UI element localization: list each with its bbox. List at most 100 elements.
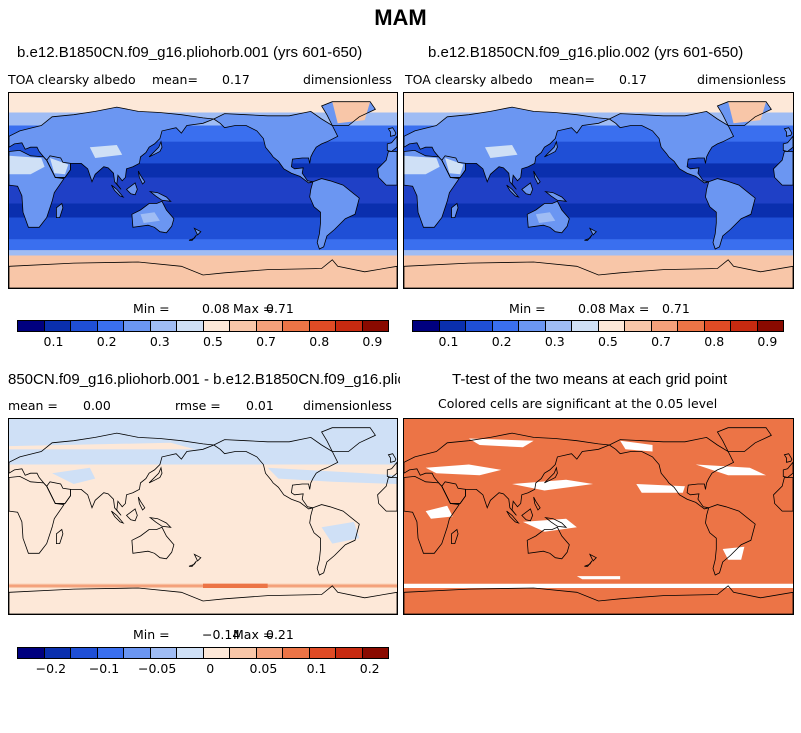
coastline-africa	[9, 475, 65, 554]
panel1-units: dimensionless	[303, 72, 392, 87]
figure-title: MAM	[374, 5, 427, 30]
panel2-min-value: 0.08	[578, 301, 606, 316]
coastline-arabia	[441, 155, 466, 178]
colorbar-tick-label: 0.8	[309, 334, 330, 349]
coastline-nzN	[588, 227, 597, 236]
panel1-title: b.e12.B1850CN.f09_g16.pliohorb.001 (yrs …	[17, 44, 363, 61]
coastline-africaWest	[773, 151, 793, 186]
colorbar-tick-label: −0.05	[137, 661, 177, 676]
panel1-mean-label: mean=	[152, 72, 198, 87]
coastline-antarctica	[404, 585, 793, 614]
panel3-colorbar	[17, 647, 389, 659]
coastline-europeW	[782, 461, 793, 478]
colorbar-swatch	[124, 648, 151, 658]
coastline-australia	[131, 526, 175, 560]
coastline-borneo	[521, 508, 534, 522]
panel2-max-label: Max =	[609, 301, 650, 316]
coastline-britain	[783, 127, 793, 137]
coastline-newguinea	[544, 190, 568, 202]
colorbar-tick-label: 0.2	[96, 334, 117, 349]
colorbar-swatch	[336, 321, 363, 331]
colorbar-tick-label: 0.2	[359, 661, 380, 676]
colorbar-swatch	[177, 648, 204, 658]
coastline-greenland	[716, 101, 772, 126]
coastline-australia	[526, 526, 570, 560]
colorbar-swatch	[336, 648, 363, 658]
colorbar-swatch	[309, 648, 336, 658]
panel3-max-label: Max =	[233, 627, 274, 642]
colorbar-swatch	[731, 321, 758, 331]
colorbar-swatch	[124, 321, 151, 331]
coastline	[9, 427, 397, 614]
coastline-africaWest	[377, 151, 397, 186]
panel3-mean-label: mean =	[8, 398, 58, 413]
panel2-mean-value: 0.17	[619, 72, 647, 87]
colorbar-swatch	[598, 321, 625, 331]
panel3-min-value: −0.14	[202, 627, 241, 642]
coastline-africa	[404, 149, 460, 228]
coastline-africa	[404, 475, 460, 554]
colorbar-tick-label: 0.8	[704, 334, 725, 349]
coastline-philippines	[137, 496, 146, 511]
panel1-colorbar	[17, 320, 389, 332]
coastline-africaWest	[773, 477, 793, 512]
coastline-greenland	[716, 427, 772, 452]
panel2-mean-label: mean=	[549, 72, 595, 87]
coastline-antarctica	[9, 259, 397, 288]
panel4-map	[403, 418, 794, 615]
coastline-namerica	[213, 110, 339, 184]
coastline-samerica	[705, 504, 756, 576]
panel2-variable-label: TOA clearsky albedo	[405, 72, 533, 87]
colorbar-tick-label: −0.2	[35, 661, 67, 676]
panel3-max-value: 0.21	[266, 627, 294, 642]
coastline-europeW	[386, 135, 397, 152]
colorbar-swatch	[203, 321, 230, 331]
coastline	[9, 101, 397, 288]
coastline-australia	[131, 200, 175, 234]
coastline-britain	[387, 127, 397, 137]
coastline-japan	[148, 140, 163, 158]
coastline-nzS	[584, 560, 593, 567]
coastline-greenland	[321, 101, 377, 126]
panel2-max-value: 0.71	[662, 301, 690, 316]
coastline-madagascar	[451, 202, 459, 218]
coastline-britain	[783, 453, 793, 463]
coastline-borneo	[125, 508, 138, 522]
coastline-nzN	[588, 553, 597, 562]
colorbar-swatch	[362, 321, 388, 331]
colorbar-swatch	[150, 648, 177, 658]
colorbar-swatch	[71, 321, 98, 331]
panel1-min-label: Min =	[133, 301, 170, 316]
panel4-subtitle: Colored cells are significant at the 0.0…	[438, 396, 718, 411]
colorbar-tick-label: 0.1	[43, 334, 64, 349]
colorbar-swatch	[18, 321, 45, 331]
coastline-madagascar	[56, 528, 64, 544]
coastline-nzS	[188, 234, 197, 241]
coastline-nzN	[193, 553, 202, 562]
coastline-newguinea	[544, 516, 568, 528]
coastline-sumatra	[111, 184, 125, 198]
coastline-namerica	[608, 110, 735, 184]
colorbar-swatch	[572, 321, 599, 331]
coastline-europeW	[782, 135, 793, 152]
colorbar-swatch	[44, 648, 71, 658]
panel3-rmse-value: 0.01	[246, 398, 274, 413]
panel1-min-value: 0.08	[202, 301, 230, 316]
colorbar-tick-label: 0.9	[362, 334, 383, 349]
colorbar-swatch	[492, 321, 519, 331]
panel1-max-value: 0.71	[266, 301, 294, 316]
panel3-title: 850CN.f09_g16.pliohorb.001 - b.e12.B1850…	[8, 371, 400, 388]
panel3-min-label: Min =	[133, 627, 170, 642]
coastline-japan	[148, 466, 163, 484]
panel2-map	[403, 92, 794, 289]
colorbar-swatch	[651, 321, 678, 331]
panel2-colorbar	[412, 320, 784, 332]
colorbar-tick-label: 0.3	[544, 334, 565, 349]
coastline-samerica	[705, 178, 756, 250]
colorbar-tick-label: 0.3	[149, 334, 170, 349]
coastline-nzN	[193, 227, 202, 236]
colorbar-tick-label: 0.7	[651, 334, 672, 349]
coastline-namerica	[213, 436, 339, 510]
coastline-africaWest	[377, 477, 397, 512]
panel2-title: b.e12.B1850CN.f09_g16.plio.002 (yrs 601-…	[428, 44, 744, 61]
